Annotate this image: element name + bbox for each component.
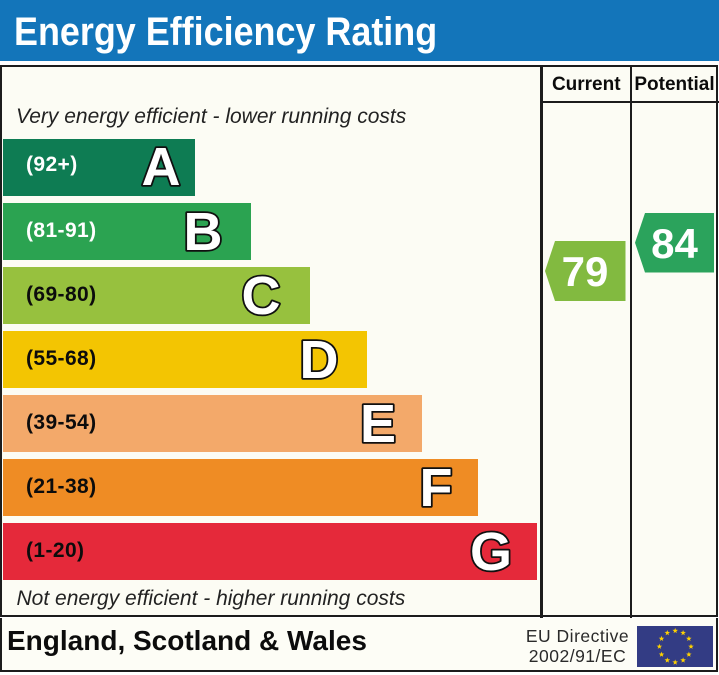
svg-text:A: A (142, 138, 181, 195)
svg-text:G: G (469, 523, 511, 580)
svg-text:E: E (359, 395, 395, 452)
svg-text:D: D (299, 331, 338, 388)
svg-text:79: 79 (562, 248, 609, 295)
svg-text:F: F (419, 459, 452, 516)
svg-text:84: 84 (651, 220, 698, 267)
svg-text:B: B (184, 203, 223, 260)
svg-text:C: C (242, 267, 281, 324)
